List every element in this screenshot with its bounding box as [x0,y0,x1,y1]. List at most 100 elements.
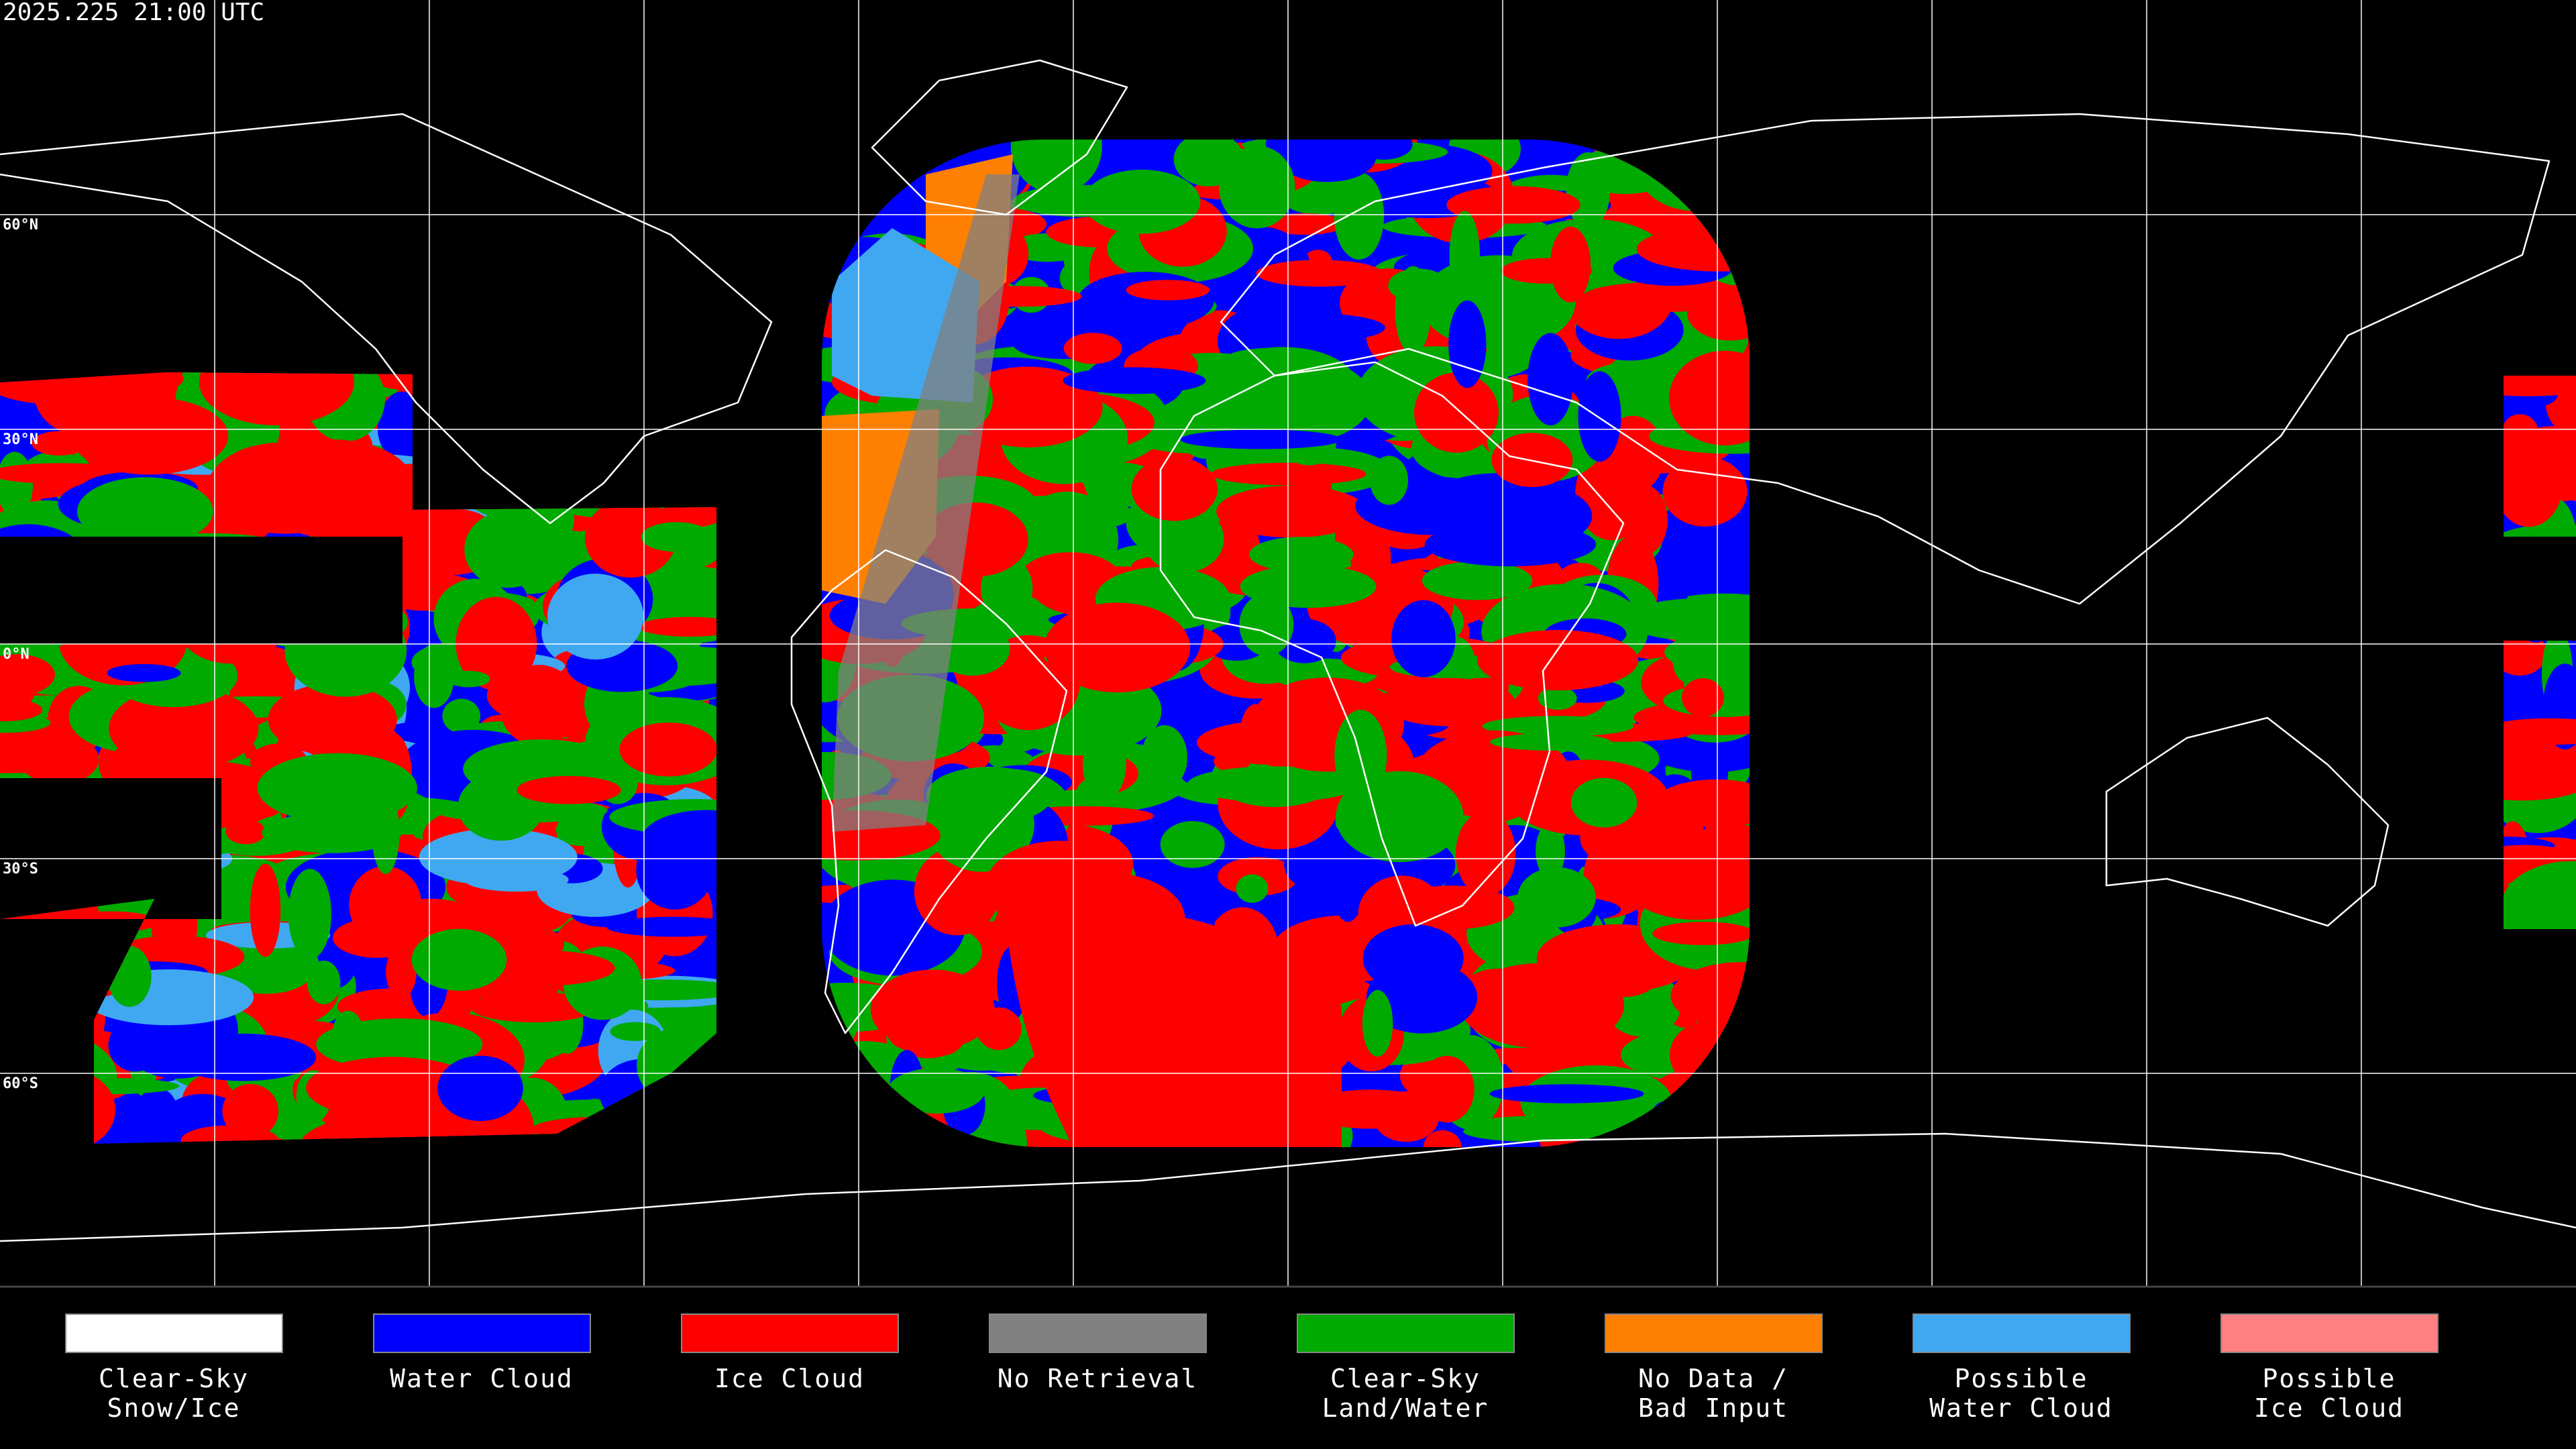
cloud-patch [1424,1130,1462,1147]
cloud-patch [1414,372,1499,453]
legend-label: Ice Cloud [2254,1393,2404,1423]
cloud-patch [1141,724,1187,790]
antarctica-outline [0,1132,2576,1242]
cloud-patch [135,1087,179,1144]
cloud-patch [107,663,181,682]
satellite-data [0,140,2576,1147]
cloud-patch [914,999,969,1056]
cloud-patch [1652,922,1750,945]
legend-swatch [1605,1313,1823,1353]
cloud-patch [1063,333,1122,364]
legend-swatch [65,1313,283,1353]
legend-swatch [373,1313,591,1353]
cloud-patch [316,1018,483,1071]
south-america-outline [790,549,1068,1034]
latitude-label: 0°N [3,646,30,663]
cloud-patch [307,960,341,1005]
cloud-patch [1648,549,1692,610]
cloud-patch [1218,146,1295,229]
cloud-patch [2504,376,2576,396]
cloud-patch [414,644,455,708]
graticule: 60°N 30°N 0°N 30°S 60°S [0,0,2576,1287]
cloud-patch [1010,140,1102,194]
cloud-patch [619,722,716,777]
cloud-patch [250,863,281,957]
cloud-patch [2504,441,2563,527]
cloud-patch [1334,710,1387,802]
cloud-patch [610,1022,661,1041]
timestamp: 2025.225 21:00 UTC [3,0,264,26]
latitude-label: 30°S [3,861,38,877]
legend-swatch [1913,1313,2131,1353]
cloud-patch [1143,504,1224,573]
cloud-patch [288,869,331,960]
cloud-patch [1264,213,1346,235]
cloud-patch [257,753,417,823]
latitude-label: 60°N [3,217,38,233]
cloud-patch [1625,598,1750,641]
legend-label: Ice Cloud [714,1364,865,1393]
cloud-patch [1249,537,1354,572]
cloud-patch [1662,456,1748,527]
cloud-patch [170,1033,317,1081]
cloud-patch [1077,272,1214,330]
cloud-patch [1682,678,1724,717]
cloud-patch [1527,333,1574,426]
africa-outline [1159,361,1625,927]
coastlines [0,59,2576,1242]
ice-band [1006,910,1342,1147]
cloud-patch [928,777,1034,872]
cloud-patch [499,665,580,747]
legend-swatch [2220,1313,2438,1353]
cloud-patch [638,616,716,637]
cloud-patch [1180,429,1342,449]
legend-swatch [681,1313,899,1353]
cloud-patch [1236,874,1269,903]
cloud-patch [1160,820,1225,868]
cloud-patch [0,698,43,722]
cloud-patch [1536,822,1565,879]
cloud-patch [1197,720,1354,765]
cloud-patch [442,698,480,734]
legend-swatch [1297,1313,1515,1353]
legend-swatch [989,1313,1207,1353]
cloud-patch [1239,593,1294,656]
cloud-patch [1187,766,1361,802]
cloud-patch [199,372,355,426]
cloud-patch [70,397,229,475]
cloud-patch [1584,950,1661,998]
cloud-patch [2504,861,2576,929]
legend-label: Possible [2262,1364,2396,1393]
greenland-outline [871,59,1128,216]
cloud-patch [1602,462,1638,480]
cloud-patch [437,1055,523,1122]
cloud-patch [1460,963,1625,1049]
cloud-patch [1334,172,1385,260]
cloud-patch [386,945,417,998]
cloud-patch [1570,777,1638,828]
cloud-patch [1449,211,1481,301]
cloud-patch [1579,472,1650,502]
cloud-patch [1370,455,1409,505]
cloud-patch [641,810,716,871]
cloud-patch [262,812,402,853]
cloud-patch [1063,367,1206,394]
cloud-patch [1489,1084,1644,1104]
cloud-patch [1236,313,1385,343]
cloud-patch [1375,1094,1430,1123]
cloud-patch [1381,678,1515,727]
legend-label: Possible [1954,1364,2088,1393]
cloud-patch [1395,266,1432,355]
no-retrieval-strip [832,174,1020,832]
cloud-patch [1638,206,1706,227]
cloud-patch [464,511,552,588]
cloud-patch [1654,779,1750,828]
legend-label: Snow/Ice [107,1393,240,1423]
cloud-patch [888,1068,985,1114]
cloud-patch [93,372,184,394]
cloud-patch [419,828,578,886]
cloud-patch [207,442,362,534]
latitude-label: 30°N [3,431,38,448]
cloud-patch [1466,1116,1605,1136]
